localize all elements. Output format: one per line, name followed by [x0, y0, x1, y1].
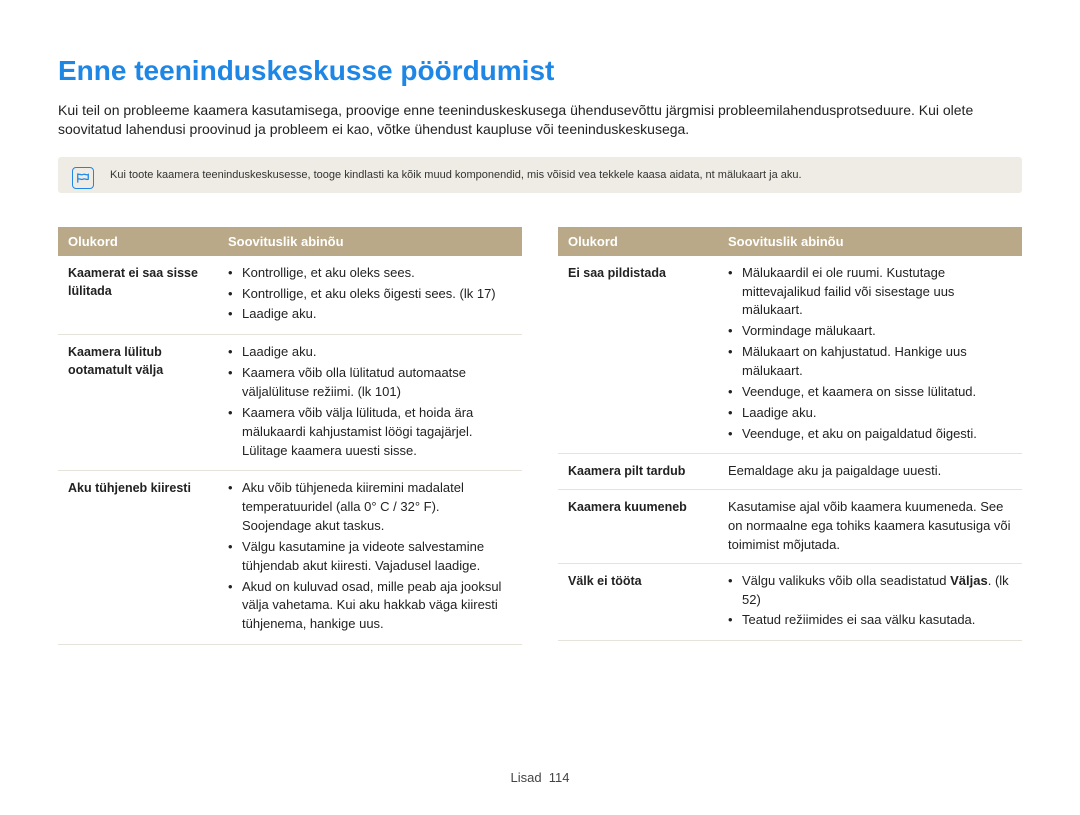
table-row: Ei saa pildistadaMälukaardil ei ole ruum… — [558, 256, 1022, 454]
situation-cell: Välk ei tööta — [558, 563, 718, 641]
list-item: Teatud režiimides ei saa välku kasutada. — [728, 611, 1012, 630]
list-item: Vormindage mälukaart. — [728, 322, 1012, 341]
table-row: Aku tühjeneb kiirestiAku võib tühjeneda … — [58, 471, 522, 645]
situation-cell: Kaamera kuumeneb — [558, 490, 718, 564]
footer: Lisad 114 — [0, 770, 1080, 785]
list-item: Akud on kuluvad osad, mille peab aja joo… — [228, 578, 512, 635]
intro-text: Kui teil on probleeme kaamera kasutamise… — [58, 101, 1022, 139]
note-text: Kui toote kaamera teeninduskeskusesse, t… — [110, 169, 802, 181]
situation-cell: Kaamera lülitub ootamatult välja — [58, 335, 218, 471]
list-item: Kaamera võib välja lülituda, et hoida är… — [228, 404, 512, 461]
list-item: Veenduge, et aku on paigaldatud õigesti. — [728, 425, 1012, 444]
list-item: Kaamera võib olla lülitatud automaatse v… — [228, 364, 512, 402]
remedy-list: Kontrollige, et aku oleks sees. Kontrolli… — [218, 256, 522, 335]
table-row: Kaamera kuumenebKasutamise ajal võib kaa… — [558, 490, 1022, 564]
right-table: Olukord Soovituslik abinõu Ei saa pildis… — [558, 227, 1022, 642]
note-icon — [72, 167, 94, 189]
remedy-list: Välgu valikuks võib olla seadistatud Väl… — [718, 563, 1022, 641]
list-item: Välgu valikuks võib olla seadistatud Väl… — [728, 572, 1012, 610]
list-item: Kontrollige, et aku oleks sees. — [228, 264, 512, 283]
columns: Olukord Soovituslik abinõu Kaamerat ei s… — [58, 227, 1022, 645]
remedy-list: Mälukaardil ei ole ruumi. Kustutage mitt… — [718, 256, 1022, 454]
footer-section: Lisad — [510, 770, 541, 785]
remedy-text: Eemaldage aku ja paigaldage uuesti. — [718, 454, 1022, 490]
table-row: Kaamera lülitub ootamatult väljaLaadige … — [58, 335, 522, 471]
right-column: Olukord Soovituslik abinõu Ei saa pildis… — [558, 227, 1022, 645]
situation-cell: Kaamera pilt tardub — [558, 454, 718, 490]
situation-cell: Ei saa pildistada — [558, 256, 718, 454]
th-remedy: Soovituslik abinõu — [218, 227, 522, 256]
list-item: Mälukaart on kahjustatud. Hankige uus mä… — [728, 343, 1012, 381]
list-item: Kontrollige, et aku oleks õigesti sees. … — [228, 285, 512, 304]
remedy-list: Laadige aku. Kaamera võib olla lülitatud … — [218, 335, 522, 471]
list-item: Laadige aku. — [228, 305, 512, 324]
list-item: Välgu kasutamine ja videote salvestamine… — [228, 538, 512, 576]
situation-cell: Aku tühjeneb kiiresti — [58, 471, 218, 645]
list-item: Veenduge, et kaamera on sisse lülitatud. — [728, 383, 1012, 402]
list-item: Laadige aku. — [728, 404, 1012, 423]
list-item: Mälukaardil ei ole ruumi. Kustutage mitt… — [728, 264, 1012, 321]
table-row: Kaamera pilt tardubEemaldage aku ja paig… — [558, 454, 1022, 490]
note-box: Kui toote kaamera teeninduskeskusesse, t… — [58, 157, 1022, 193]
list-item: Aku võib tühjeneda kiiremini madalatel t… — [228, 479, 512, 536]
table-row: Välk ei tööta Välgu valikuks võib olla se… — [558, 563, 1022, 641]
th-remedy: Soovituslik abinõu — [718, 227, 1022, 256]
th-situation: Olukord — [558, 227, 718, 256]
left-column: Olukord Soovituslik abinõu Kaamerat ei s… — [58, 227, 522, 645]
table-row: Kaamerat ei saa sisse lülitadaKontrollig… — [58, 256, 522, 335]
list-item: Laadige aku. — [228, 343, 512, 362]
remedy-text: Kasutamise ajal võib kaamera kuumeneda. … — [718, 490, 1022, 564]
page-title: Enne teeninduskeskusse pöördumist — [58, 55, 1022, 87]
th-situation: Olukord — [58, 227, 218, 256]
remedy-list: Aku võib tühjeneda kiiremini madalatel t… — [218, 471, 522, 645]
left-table: Olukord Soovituslik abinõu Kaamerat ei s… — [58, 227, 522, 645]
situation-cell: Kaamerat ei saa sisse lülitada — [58, 256, 218, 335]
footer-page: 114 — [549, 770, 570, 785]
